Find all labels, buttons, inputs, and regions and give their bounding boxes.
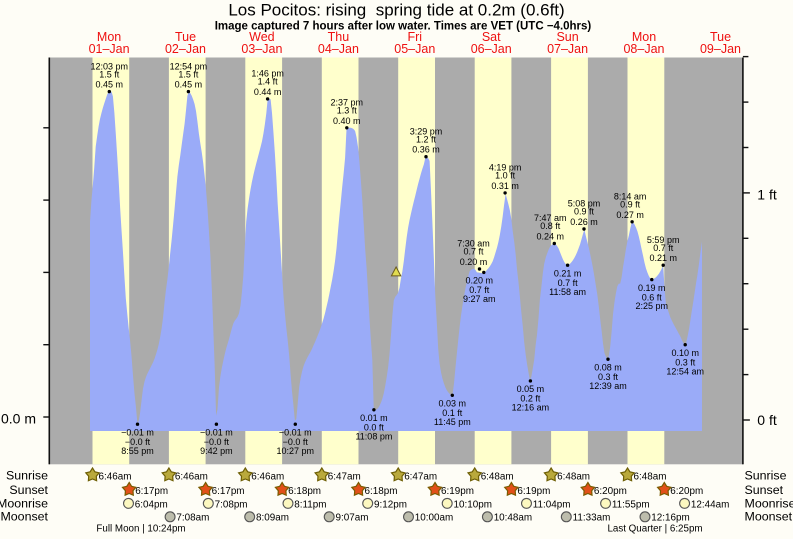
svg-text:0 ft: 0 ft xyxy=(757,412,777,428)
svg-text:11:33am: 11:33am xyxy=(573,512,611,523)
svg-text:0.7 ft: 0.7 ft xyxy=(463,247,484,257)
svg-text:0.20 m: 0.20 m xyxy=(466,276,494,286)
svg-text:6:19pm: 6:19pm xyxy=(441,486,474,497)
svg-text:Moonset: Moonset xyxy=(0,509,48,523)
svg-text:Full Moon | 10:24pm: Full Moon | 10:24pm xyxy=(96,524,185,535)
svg-text:12:44am: 12:44am xyxy=(691,500,729,511)
svg-text:0.45 m: 0.45 m xyxy=(175,80,203,90)
svg-text:−0.01 m: −0.01 m xyxy=(200,427,233,437)
svg-text:0.31 m: 0.31 m xyxy=(491,181,519,191)
svg-text:0.8 ft: 0.8 ft xyxy=(540,221,561,231)
svg-text:0.26 m: 0.26 m xyxy=(570,217,598,227)
svg-text:10:10pm: 10:10pm xyxy=(454,500,492,511)
svg-text:1 ft: 1 ft xyxy=(757,187,777,203)
svg-text:6:46am: 6:46am xyxy=(251,471,284,482)
svg-text:Sunset: Sunset xyxy=(9,483,48,497)
svg-text:8:11pm: 8:11pm xyxy=(294,500,326,511)
svg-text:0.9 ft: 0.9 ft xyxy=(620,200,641,210)
svg-text:0.01 m: 0.01 m xyxy=(360,413,388,423)
svg-text:6:18pm: 6:18pm xyxy=(288,486,321,497)
svg-text:6:47am: 6:47am xyxy=(404,471,437,482)
svg-text:08–Jan: 08–Jan xyxy=(623,42,664,56)
svg-text:0.27 m: 0.27 m xyxy=(616,210,644,220)
svg-text:9:27 am: 9:27 am xyxy=(463,294,496,304)
svg-text:1.0 ft: 1.0 ft xyxy=(495,171,516,181)
svg-text:06–Jan: 06–Jan xyxy=(471,42,512,56)
svg-text:0.36 m: 0.36 m xyxy=(412,145,440,155)
svg-text:0.9 ft: 0.9 ft xyxy=(574,207,595,217)
svg-text:0.40 m: 0.40 m xyxy=(333,116,361,126)
svg-text:05–Jan: 05–Jan xyxy=(394,42,435,56)
svg-text:6:18pm: 6:18pm xyxy=(365,486,398,497)
svg-text:11:08 pm: 11:08 pm xyxy=(355,431,392,441)
svg-text:Sunset: Sunset xyxy=(745,483,784,497)
svg-text:7:08pm: 7:08pm xyxy=(215,500,248,511)
svg-text:01–Jan: 01–Jan xyxy=(89,42,130,56)
svg-text:1.5 ft: 1.5 ft xyxy=(178,69,199,79)
svg-text:11:45 pm: 11:45 pm xyxy=(434,417,471,427)
svg-text:Sunrise: Sunrise xyxy=(745,468,787,482)
svg-text:6:48am: 6:48am xyxy=(481,471,514,482)
svg-text:1.5 ft: 1.5 ft xyxy=(99,69,120,79)
svg-text:6:46am: 6:46am xyxy=(99,471,132,482)
svg-text:2:25 pm: 2:25 pm xyxy=(636,301,669,311)
svg-text:04–Jan: 04–Jan xyxy=(318,42,359,56)
svg-text:6:46am: 6:46am xyxy=(175,471,208,482)
svg-text:10:48am: 10:48am xyxy=(494,512,532,523)
svg-text:6:48am: 6:48am xyxy=(557,471,590,482)
svg-text:−0.01 m: −0.01 m xyxy=(279,427,312,437)
svg-text:1.2 ft: 1.2 ft xyxy=(416,134,437,144)
svg-text:0.20 m: 0.20 m xyxy=(460,257,488,267)
svg-text:8:55 pm: 8:55 pm xyxy=(121,446,154,456)
svg-text:10:00am: 10:00am xyxy=(415,512,453,523)
svg-text:11:55pm: 11:55pm xyxy=(612,500,650,511)
svg-text:12:39 am: 12:39 am xyxy=(589,381,627,391)
svg-text:1.3 ft: 1.3 ft xyxy=(337,106,358,116)
svg-text:0.45 m: 0.45 m xyxy=(96,80,124,90)
svg-text:0.05 m: 0.05 m xyxy=(517,384,545,394)
svg-text:Sunrise: Sunrise xyxy=(6,468,48,482)
svg-text:12:16 am: 12:16 am xyxy=(512,403,550,413)
svg-text:0.7 ft: 0.7 ft xyxy=(653,243,674,253)
svg-text:10:27 pm: 10:27 pm xyxy=(277,446,315,456)
svg-text:Moonset: Moonset xyxy=(745,509,793,523)
svg-text:−0.01 m: −0.01 m xyxy=(121,427,154,437)
svg-text:0.0 m: 0.0 m xyxy=(1,411,36,427)
svg-text:02–Jan: 02–Jan xyxy=(165,42,206,56)
svg-text:07–Jan: 07–Jan xyxy=(547,42,588,56)
svg-text:9:07am: 9:07am xyxy=(336,512,369,523)
svg-text:12:16pm: 12:16pm xyxy=(651,512,689,523)
svg-text:Last Quarter | 6:25pm: Last Quarter | 6:25pm xyxy=(607,524,702,535)
svg-text:11:58 am: 11:58 am xyxy=(549,287,586,297)
svg-text:Los Pocitos: rising spring ti: Los Pocitos: rising spring tide at 0.2m … xyxy=(228,0,564,19)
svg-text:0.21 m: 0.21 m xyxy=(554,268,582,278)
svg-text:6:48am: 6:48am xyxy=(634,471,667,482)
svg-text:0.21 m: 0.21 m xyxy=(649,253,677,263)
svg-text:6:47am: 6:47am xyxy=(328,471,361,482)
svg-text:6:20pm: 6:20pm xyxy=(594,486,627,497)
svg-text:6:04pm: 6:04pm xyxy=(135,500,168,511)
svg-text:8:09am: 8:09am xyxy=(256,512,289,523)
svg-text:11:04pm: 11:04pm xyxy=(533,500,571,511)
svg-text:0.03 m: 0.03 m xyxy=(439,399,467,409)
svg-text:6:17pm: 6:17pm xyxy=(135,486,168,497)
svg-text:09–Jan: 09–Jan xyxy=(700,42,741,56)
svg-text:0.24 m: 0.24 m xyxy=(537,232,565,242)
svg-text:9:12pm: 9:12pm xyxy=(374,500,407,511)
svg-text:0.10 m: 0.10 m xyxy=(671,348,699,358)
svg-text:1.4 ft: 1.4 ft xyxy=(258,77,279,87)
svg-text:03–Jan: 03–Jan xyxy=(241,42,282,56)
svg-text:7:08am: 7:08am xyxy=(176,512,209,523)
svg-text:6:17pm: 6:17pm xyxy=(212,486,245,497)
svg-text:0.08 m: 0.08 m xyxy=(594,362,622,372)
svg-text:0.19 m: 0.19 m xyxy=(638,283,666,293)
svg-text:0.44 m: 0.44 m xyxy=(254,87,282,97)
svg-text:12:54 am: 12:54 am xyxy=(666,366,704,376)
svg-text:9:42 pm: 9:42 pm xyxy=(200,446,233,456)
svg-text:6:19pm: 6:19pm xyxy=(517,486,550,497)
svg-text:6:20pm: 6:20pm xyxy=(670,486,703,497)
